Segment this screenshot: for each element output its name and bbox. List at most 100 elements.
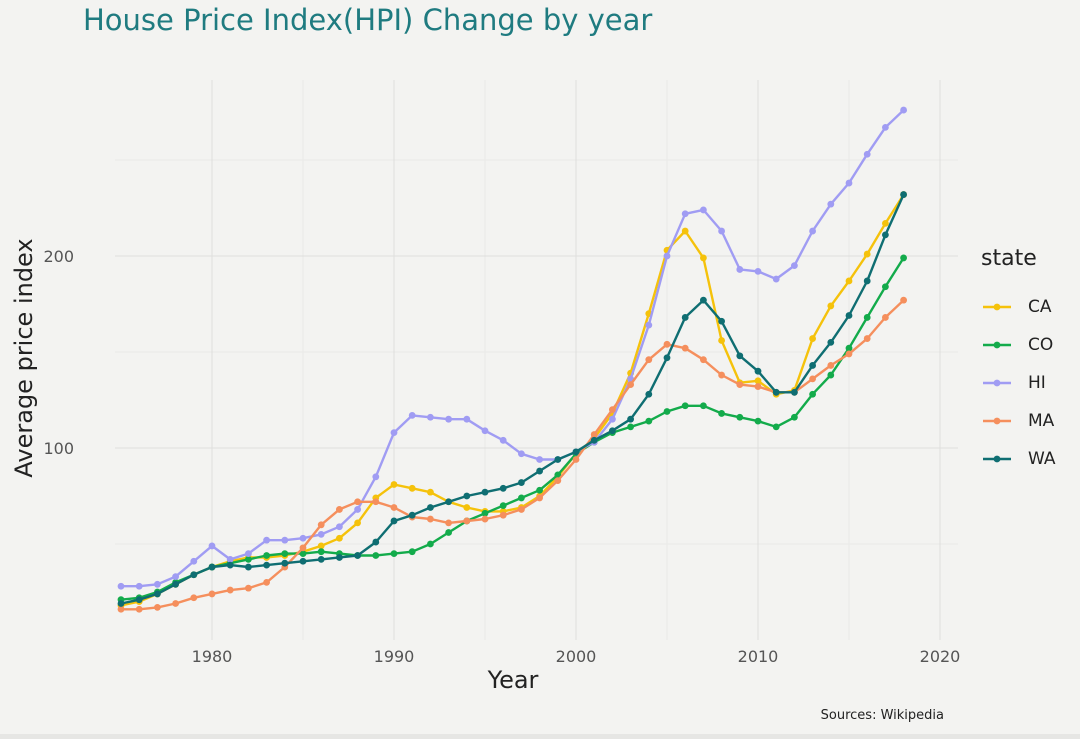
major-gridlines bbox=[115, 80, 958, 640]
data-point-WA bbox=[190, 571, 198, 579]
data-point-CO bbox=[427, 540, 434, 548]
data-point-MA bbox=[645, 356, 653, 364]
data-point-HI bbox=[863, 150, 871, 158]
data-point-CA bbox=[681, 227, 689, 235]
data-point-HI bbox=[518, 450, 525, 458]
data-point-CO bbox=[518, 494, 525, 502]
data-point-CO bbox=[809, 390, 816, 398]
data-point-HI bbox=[481, 427, 489, 435]
data-point-HI bbox=[609, 415, 616, 423]
legend-title: state bbox=[981, 246, 1037, 271]
data-point-CO bbox=[299, 550, 307, 557]
data-point-WA bbox=[135, 596, 143, 604]
legend-key-WA bbox=[983, 455, 1011, 463]
data-point-MA bbox=[299, 544, 307, 552]
data-point-HI bbox=[281, 536, 289, 544]
legend-label: WA bbox=[1028, 449, 1056, 469]
data-point-CO bbox=[663, 408, 671, 415]
x-tick-label: 2020 bbox=[920, 647, 961, 666]
data-point-WA bbox=[609, 427, 616, 435]
data-point-CA bbox=[427, 488, 434, 496]
data-point-MA bbox=[208, 590, 216, 598]
y-tick-label: 100 bbox=[43, 439, 74, 458]
data-point-CA bbox=[718, 337, 725, 344]
data-point-MA bbox=[354, 498, 361, 506]
data-point-WA bbox=[845, 312, 853, 319]
data-point-HI bbox=[463, 415, 471, 423]
data-point-HI bbox=[190, 557, 198, 565]
data-point-HI bbox=[172, 573, 180, 581]
data-point-MA bbox=[681, 344, 689, 352]
data-point-WA bbox=[372, 538, 380, 546]
data-point-WA bbox=[445, 498, 452, 506]
legend-item-HI: HI bbox=[980, 370, 1046, 396]
data-point-WA bbox=[827, 339, 835, 346]
data-point-WA bbox=[572, 448, 580, 456]
data-point-HI bbox=[263, 536, 270, 544]
data-point-HI bbox=[135, 582, 143, 590]
data-point-CA bbox=[463, 504, 471, 511]
data-point-WA bbox=[354, 552, 361, 559]
data-point-MA bbox=[245, 584, 252, 592]
chart-title: House Price Index(HPI) Change by year bbox=[83, 3, 653, 37]
data-point-WA bbox=[427, 504, 434, 511]
data-point-HI bbox=[408, 411, 416, 419]
legend-key-CA bbox=[983, 303, 1011, 311]
legend-item-CA: CA bbox=[980, 294, 1052, 320]
data-point-CO bbox=[700, 402, 707, 410]
data-point-WA bbox=[281, 559, 289, 567]
data-point-HI bbox=[681, 210, 689, 218]
legend-key-CO bbox=[983, 341, 1011, 349]
data-point-WA bbox=[518, 479, 525, 486]
series-line-CO bbox=[120, 257, 905, 601]
data-point-MA bbox=[827, 362, 835, 369]
y-tick-label: 200 bbox=[43, 247, 74, 266]
data-point-HI bbox=[372, 473, 380, 481]
data-point-HI bbox=[499, 436, 507, 444]
data-point-HI bbox=[791, 262, 798, 269]
data-point-HI bbox=[299, 534, 307, 542]
data-point-CO bbox=[645, 417, 653, 425]
data-point-CO bbox=[372, 552, 380, 559]
data-point-CO bbox=[445, 529, 452, 536]
data-point-CO bbox=[845, 344, 853, 352]
data-point-WA bbox=[645, 390, 653, 398]
data-point-MA bbox=[481, 515, 489, 523]
data-point-MA bbox=[754, 383, 762, 390]
data-point-CO bbox=[281, 550, 289, 557]
data-point-HI bbox=[827, 200, 835, 208]
data-point-WA bbox=[554, 456, 562, 463]
data-point-HI bbox=[645, 321, 653, 329]
data-point-CO bbox=[863, 314, 871, 321]
data-point-HI bbox=[445, 415, 452, 423]
data-point-CO bbox=[754, 417, 762, 425]
data-point-MA bbox=[736, 381, 744, 389]
data-point-WA bbox=[681, 314, 689, 321]
x-tick-label: 2010 bbox=[738, 647, 779, 666]
data-point-WA bbox=[882, 231, 889, 239]
data-point-CO bbox=[900, 254, 907, 262]
data-point-CO bbox=[736, 413, 744, 421]
legend-key-MA bbox=[983, 417, 1011, 425]
data-point-CO bbox=[408, 548, 416, 556]
data-point-MA bbox=[172, 600, 180, 607]
data-point-MA bbox=[536, 494, 543, 502]
data-point-HI bbox=[882, 123, 889, 131]
data-point-HI bbox=[736, 266, 744, 273]
data-point-WA bbox=[590, 436, 598, 444]
data-point-HI bbox=[354, 506, 361, 513]
series-layer bbox=[117, 106, 907, 613]
legend-item-CO: CO bbox=[980, 332, 1053, 358]
data-point-WA bbox=[336, 554, 343, 561]
data-point-WA bbox=[536, 467, 543, 475]
data-point-HI bbox=[427, 413, 434, 421]
data-point-CO bbox=[536, 486, 543, 494]
data-point-WA bbox=[499, 484, 507, 492]
series-CA bbox=[117, 191, 907, 609]
data-point-WA bbox=[245, 563, 252, 571]
data-point-CO bbox=[263, 552, 270, 559]
data-point-CO bbox=[390, 550, 398, 557]
data-point-WA bbox=[208, 563, 216, 571]
data-point-WA bbox=[408, 511, 416, 519]
